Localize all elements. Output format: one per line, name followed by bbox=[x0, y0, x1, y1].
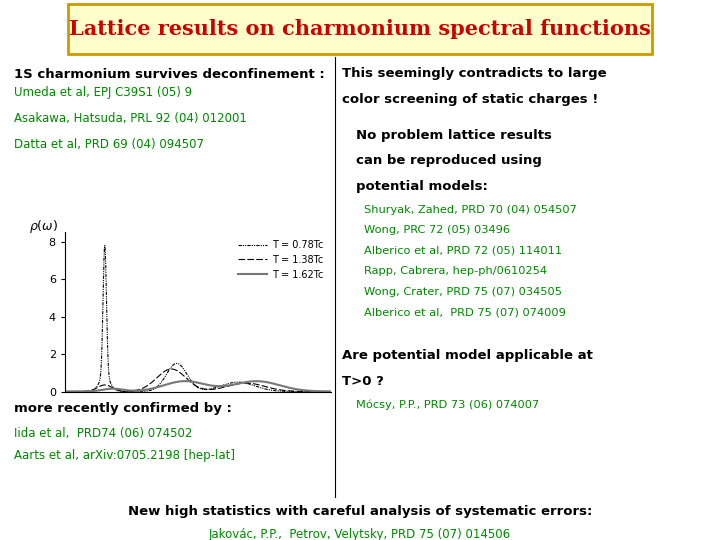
Text: This seemingly contradicts to large: This seemingly contradicts to large bbox=[342, 68, 607, 80]
Text: Wong, Crater, PRD 75 (07) 034505: Wong, Crater, PRD 75 (07) 034505 bbox=[364, 287, 562, 297]
Text: Lattice results on charmonium spectral functions: Lattice results on charmonium spectral f… bbox=[69, 19, 651, 39]
T = 1.38Tc bbox=[327, 388, 336, 395]
Line: T = 0.78Tc: T = 0.78Tc bbox=[65, 245, 331, 392]
T = 0.78Tc bbox=[271, 387, 279, 394]
Text: color screening of static charges !: color screening of static charges ! bbox=[342, 93, 598, 106]
T = 1.38Tc bbox=[319, 388, 328, 395]
T = 1.38Tc bbox=[271, 386, 279, 392]
Text: potential models:: potential models: bbox=[356, 180, 488, 193]
Text: Shuryak, Zahed, PRD 70 (04) 054507: Shuryak, Zahed, PRD 70 (04) 054507 bbox=[364, 205, 577, 215]
T = 0.78Tc bbox=[327, 388, 336, 395]
T = 1.38Tc bbox=[74, 388, 83, 395]
T = 1.62Tc bbox=[60, 388, 69, 395]
T = 0.78Tc bbox=[74, 388, 83, 395]
Text: can be reproduced using: can be reproduced using bbox=[356, 154, 542, 167]
T = 1.62Tc bbox=[327, 388, 336, 395]
Text: T>0 ?: T>0 ? bbox=[342, 375, 384, 388]
T = 0.78Tc bbox=[60, 388, 69, 395]
Text: Wong, PRC 72 (05) 03496: Wong, PRC 72 (05) 03496 bbox=[364, 225, 510, 235]
Text: Umeda et al, EPJ C39S1 (05) 9: Umeda et al, EPJ C39S1 (05) 9 bbox=[14, 86, 192, 99]
T = 1.38Tc bbox=[190, 382, 199, 388]
Text: Iida et al,  PRD74 (06) 074502: Iida et al, PRD74 (06) 074502 bbox=[14, 427, 193, 440]
T = 1.38Tc bbox=[60, 388, 69, 395]
Text: Alberico et al, PRD 72 (05) 114011: Alberico et al, PRD 72 (05) 114011 bbox=[364, 246, 562, 256]
Text: Aarts et al, arXiv:0705.2198 [hep-lat]: Aarts et al, arXiv:0705.2198 [hep-lat] bbox=[14, 449, 235, 462]
T = 0.78Tc bbox=[319, 388, 328, 395]
Text: more recently confirmed by :: more recently confirmed by : bbox=[14, 402, 233, 415]
Text: No problem lattice results: No problem lattice results bbox=[356, 129, 552, 141]
Text: Jakovác, P.P.,  Petrov, Velytsky, PRD 75 (07) 014506: Jakovác, P.P., Petrov, Velytsky, PRD 75 … bbox=[209, 528, 511, 540]
T = 0.78Tc bbox=[319, 388, 328, 395]
T = 1.62Tc bbox=[319, 388, 328, 395]
T = 0.78Tc bbox=[101, 242, 109, 248]
Line: T = 1.62Tc: T = 1.62Tc bbox=[65, 381, 331, 391]
T = 1.38Tc bbox=[319, 388, 328, 395]
T = 1.62Tc bbox=[74, 388, 83, 395]
Text: New high statistics with careful analysis of systematic errors:: New high statistics with careful analysi… bbox=[128, 505, 592, 518]
Text: Mócsy, P.P., PRD 73 (06) 074007: Mócsy, P.P., PRD 73 (06) 074007 bbox=[356, 400, 540, 410]
Text: 1S charmonium survives deconfinement :: 1S charmonium survives deconfinement : bbox=[14, 68, 325, 80]
T = 1.62Tc bbox=[183, 378, 192, 384]
Text: Datta et al, PRD 69 (04) 094507: Datta et al, PRD 69 (04) 094507 bbox=[14, 138, 204, 151]
T = 1.38Tc bbox=[183, 376, 192, 382]
Text: Are potential model applicable at: Are potential model applicable at bbox=[342, 349, 593, 362]
T = 1.62Tc bbox=[319, 388, 328, 395]
T = 1.38Tc bbox=[167, 366, 176, 372]
Text: Asakawa, Hatsuda, PRL 92 (04) 012001: Asakawa, Hatsuda, PRL 92 (04) 012001 bbox=[14, 112, 247, 125]
Text: Alberico et al,  PRD 75 (07) 074009: Alberico et al, PRD 75 (07) 074009 bbox=[364, 307, 565, 318]
T = 1.62Tc bbox=[181, 378, 189, 384]
Line: T = 1.38Tc: T = 1.38Tc bbox=[65, 369, 331, 392]
Legend: T = 0.78Tc, T = 1.38Tc, T = 1.62Tc: T = 0.78Tc, T = 1.38Tc, T = 1.62Tc bbox=[235, 237, 326, 282]
FancyBboxPatch shape bbox=[68, 4, 652, 54]
T = 1.62Tc bbox=[271, 381, 279, 387]
Text: $\rho(\omega)$: $\rho(\omega)$ bbox=[29, 218, 58, 235]
T = 0.78Tc bbox=[190, 382, 199, 388]
T = 1.62Tc bbox=[190, 379, 199, 385]
T = 0.78Tc bbox=[183, 372, 192, 378]
Text: Rapp, Cabrera, hep-ph/0610254: Rapp, Cabrera, hep-ph/0610254 bbox=[364, 266, 546, 276]
